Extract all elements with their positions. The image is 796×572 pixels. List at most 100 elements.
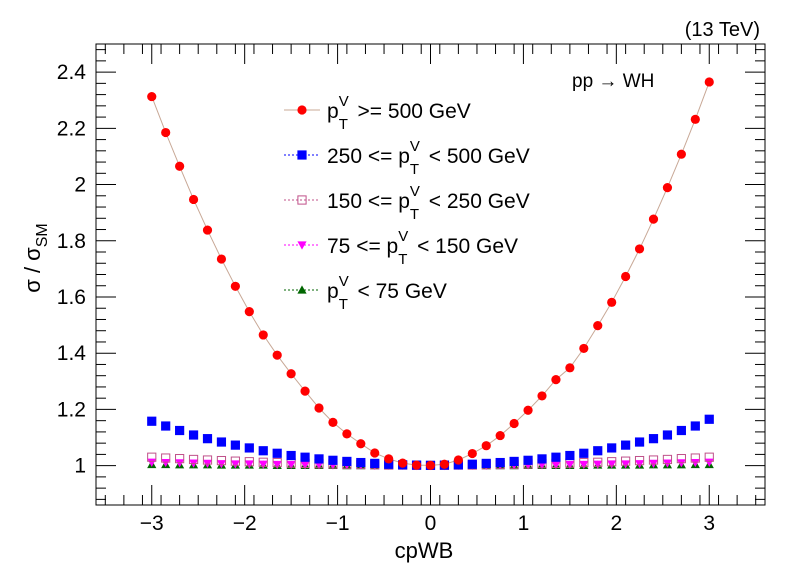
data-point-series-1 <box>537 454 547 464</box>
data-point-series-2 <box>202 455 213 465</box>
data-point-series-1 <box>188 430 199 440</box>
data-point-series-3 <box>579 460 589 470</box>
data-point-series-1 <box>175 425 185 436</box>
data-point-series-0 <box>258 330 268 340</box>
y-tick-label: 2.2 <box>57 117 86 140</box>
data-point-series-1 <box>370 458 380 468</box>
data-point-series-0 <box>230 281 240 291</box>
data-point-series-0 <box>607 297 617 307</box>
axis-ticks <box>96 44 765 505</box>
data-point-series-1 <box>300 452 310 462</box>
data-point-series-1 <box>384 459 394 469</box>
data-point-series-3 <box>216 460 227 469</box>
x-tick-label: −3 <box>140 512 164 535</box>
data-point-series-1 <box>593 446 603 456</box>
y-tick-label: 1.2 <box>57 398 86 421</box>
data-point-series-0 <box>523 405 533 415</box>
x-tick-label: 3 <box>703 512 715 535</box>
data-point-series-0 <box>425 460 436 470</box>
data-point-series-0 <box>537 391 547 401</box>
data-point-series-0 <box>147 91 157 102</box>
data-point-series-0 <box>662 183 673 193</box>
data-point-series-2 <box>579 457 589 468</box>
data-point-series-1 <box>356 457 366 468</box>
data-point-series-3 <box>621 460 631 469</box>
data-point-series-1 <box>202 434 213 444</box>
data-point-series-0 <box>188 194 199 205</box>
data-point-series-3 <box>286 460 296 470</box>
data-point-series-0 <box>690 114 700 124</box>
data-point-series-2 <box>704 452 714 462</box>
data-point-series-1 <box>621 440 631 450</box>
data-point-series-0 <box>370 448 380 458</box>
data-point-series-1 <box>314 454 324 464</box>
data-point-series-0 <box>509 418 519 429</box>
data-point-series-0 <box>551 375 561 385</box>
data-point-series-1 <box>286 450 296 461</box>
data-point-series-3 <box>244 460 254 469</box>
data-point-series-2 <box>662 454 673 465</box>
data-point-series-0 <box>314 403 324 413</box>
data-point-series-0 <box>634 244 645 254</box>
data-point-series-1 <box>161 421 171 431</box>
data-point-series-0 <box>495 430 505 441</box>
data-point-series-1 <box>342 456 352 467</box>
data-point-series-0 <box>356 439 366 449</box>
data-point-series-0 <box>411 460 422 470</box>
data-point-series-0 <box>579 343 589 354</box>
data-point-series-0 <box>175 161 185 171</box>
x-tick-labels: −3 −2 −1 0 1 2 3 <box>140 512 715 535</box>
x-axis-label: cpWB <box>395 538 454 563</box>
data-point-series-1 <box>565 450 575 461</box>
data-point-series-1 <box>244 443 254 453</box>
data-point-series-3 <box>593 460 603 469</box>
data-point-series-0 <box>704 77 714 87</box>
data-point-series-3 <box>147 458 157 467</box>
legend-label-2: 150 <= pV T < 250 GeV <box>327 183 530 223</box>
data-point-series-0 <box>676 149 686 159</box>
data-point-series-2 <box>147 452 157 462</box>
legend-marker-0 <box>297 105 307 115</box>
data-point-series-2 <box>188 454 199 465</box>
y-axis-label: σ / σSM <box>20 223 51 293</box>
y-tick-labels: 1 1.2 1.4 1.6 1.8 2 2.2 2.4 <box>57 61 87 478</box>
data-point-series-1 <box>690 421 700 431</box>
legend-label-1: 250 <= pV T < 500 GeV <box>327 138 530 178</box>
data-point-series-1 <box>648 434 659 444</box>
data-point-series-2 <box>175 454 185 464</box>
data-point-series-0 <box>565 363 575 373</box>
data-point-series-3 <box>175 459 185 468</box>
data-point-series-0 <box>202 225 213 235</box>
data-point-series-1 <box>662 430 673 440</box>
legend-label-3: 75 <= pV T < 150 GeV <box>327 228 518 268</box>
data-point-series-3 <box>676 459 686 468</box>
data-point-series-3 <box>161 458 171 468</box>
x-tick-label: 2 <box>610 512 622 535</box>
data-point-series-0 <box>286 369 296 379</box>
data-point-series-0 <box>467 448 477 459</box>
data-point-series-1 <box>481 458 491 468</box>
legend-marker-3 <box>297 241 307 250</box>
legend-marker-2 <box>297 195 307 205</box>
data-point-series-3 <box>258 460 268 469</box>
y-tick-label: 2.4 <box>57 61 87 84</box>
data-point-series-2 <box>230 456 240 466</box>
data-point-series-3 <box>565 460 575 470</box>
data-point-series-2 <box>593 457 603 467</box>
data-point-series-3 <box>230 460 240 469</box>
data-point-series-1 <box>634 437 645 447</box>
data-point-series-2 <box>648 455 659 465</box>
data-point-series-0 <box>244 307 254 317</box>
legend-label-4: pV T < 75 GeV <box>327 273 447 313</box>
y-tick-label: 1 <box>74 455 86 478</box>
data-point-series-1 <box>523 455 533 465</box>
data-point-series-1 <box>676 425 686 436</box>
data-point-series-0 <box>648 214 659 224</box>
data-point-series-0 <box>439 459 450 469</box>
y-axis-label-main: σ / σ <box>20 247 45 293</box>
data-point-series-2 <box>272 457 282 468</box>
data-point-series-3 <box>551 461 561 470</box>
data-point-series-0 <box>328 417 338 427</box>
data-point-series-0 <box>300 386 310 396</box>
y-tick-label: 2 <box>74 174 86 197</box>
